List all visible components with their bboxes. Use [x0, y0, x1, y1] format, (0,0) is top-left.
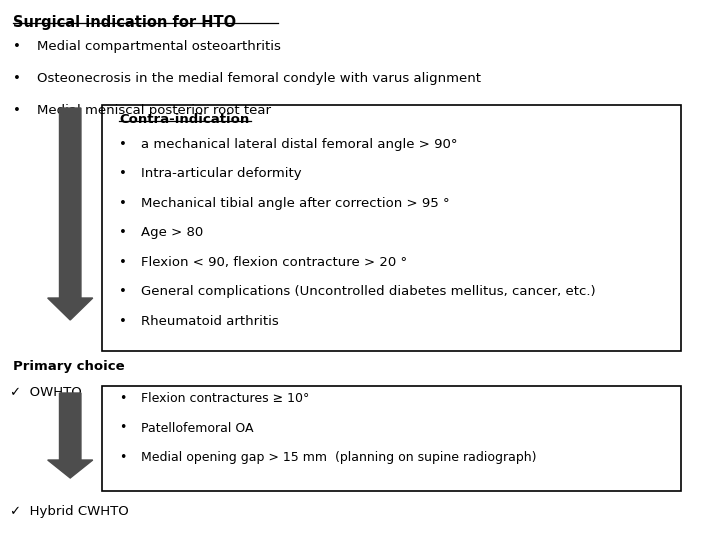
Text: •: •: [119, 286, 127, 298]
Text: Age > 80: Age > 80: [141, 227, 203, 239]
Text: •: •: [119, 227, 127, 239]
Text: ✓  OWHTO: ✓ OWHTO: [10, 386, 82, 399]
Text: Mechanical tibial angle after correction > 95 °: Mechanical tibial angle after correction…: [141, 197, 450, 210]
Text: Flexion < 90, flexion contracture > 20 °: Flexion < 90, flexion contracture > 20 °: [141, 256, 408, 269]
Text: a mechanical lateral distal femoral angle > 90°: a mechanical lateral distal femoral angl…: [141, 138, 458, 151]
Text: General complications (Uncontrolled diabetes mellitus, cancer, etc.): General complications (Uncontrolled diab…: [141, 286, 596, 298]
FancyBboxPatch shape: [102, 386, 681, 491]
FancyBboxPatch shape: [102, 105, 681, 351]
Text: ✓  Hybrid CWHTO: ✓ Hybrid CWHTO: [10, 505, 128, 518]
Text: Intra-articular deformity: Intra-articular deformity: [141, 167, 302, 181]
Text: •: •: [119, 256, 127, 269]
Text: Medial compartmental osteoarthritis: Medial compartmental osteoarthritis: [37, 40, 281, 53]
FancyArrow shape: [48, 393, 93, 478]
Text: •: •: [119, 138, 127, 151]
Text: •: •: [119, 422, 126, 434]
Text: Primary choice: Primary choice: [13, 360, 124, 373]
Text: Flexion contractures ≥ 10°: Flexion contractures ≥ 10°: [141, 392, 310, 405]
Text: Contra-indication: Contra-indication: [119, 113, 250, 126]
Text: Rheumatoid arthritis: Rheumatoid arthritis: [141, 315, 279, 328]
Text: Osteonecrosis in the medial femoral condyle with varus alignment: Osteonecrosis in the medial femoral cond…: [37, 72, 481, 85]
Text: Surgical indication for HTO: Surgical indication for HTO: [13, 15, 236, 30]
Text: •: •: [13, 104, 21, 117]
Text: Patellofemoral OA: Patellofemoral OA: [141, 422, 254, 434]
Text: •: •: [119, 197, 127, 210]
FancyArrow shape: [48, 108, 93, 320]
Text: •: •: [119, 392, 126, 405]
Text: •: •: [13, 72, 21, 85]
Text: •: •: [13, 40, 21, 53]
Text: •: •: [119, 315, 127, 328]
Text: Medial meniscal posterior root tear: Medial meniscal posterior root tear: [37, 104, 271, 117]
Text: Medial opening gap > 15 mm  (planning on supine radiograph): Medial opening gap > 15 mm (planning on …: [141, 451, 537, 464]
Text: •: •: [119, 167, 127, 181]
Text: •: •: [119, 451, 126, 464]
